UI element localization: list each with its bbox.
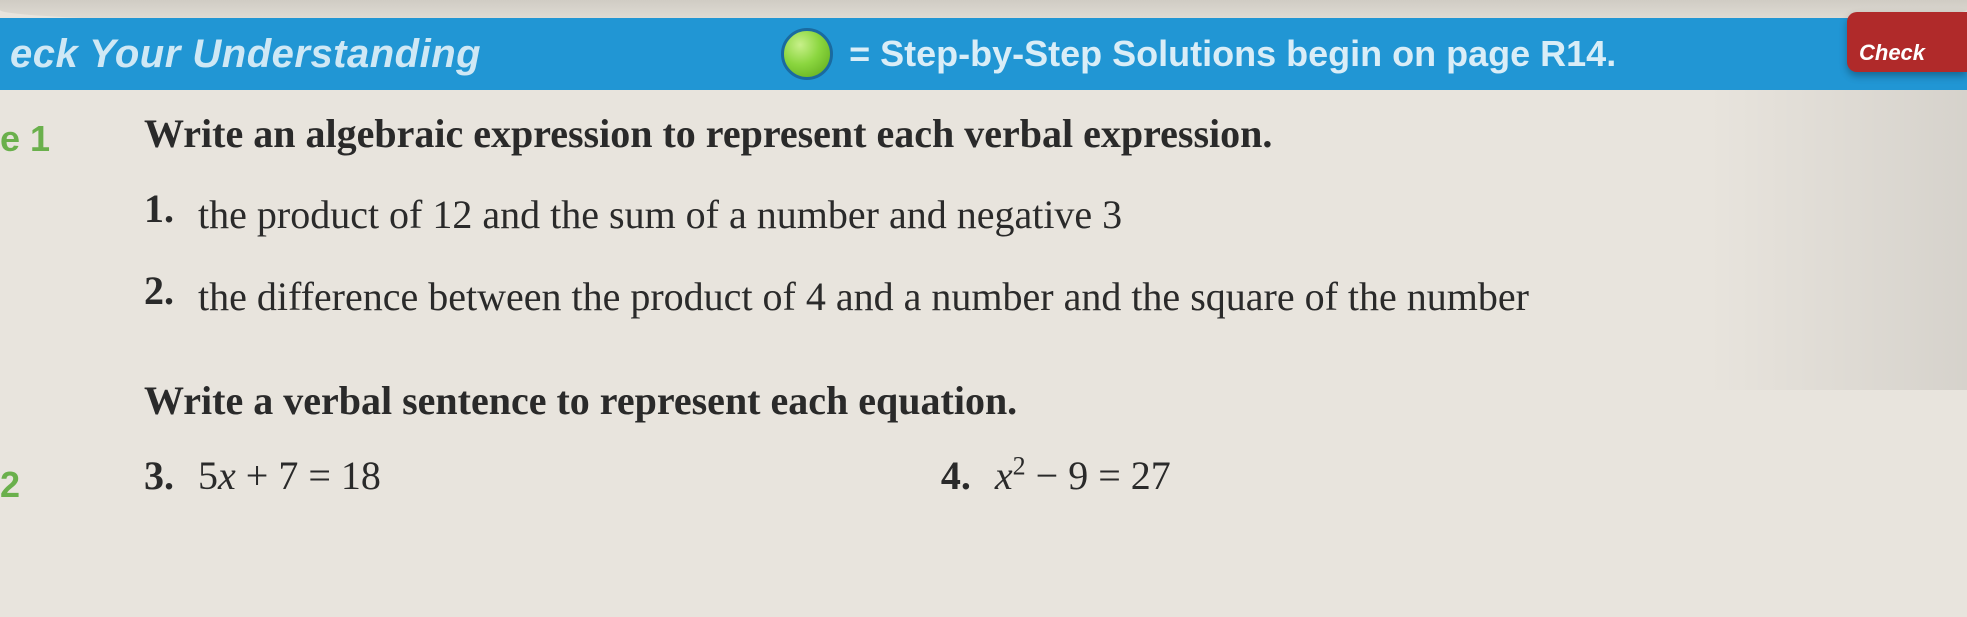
- problem-1-text: the product of 12 and the sum of a numbe…: [198, 185, 1122, 245]
- p3-var: x: [218, 453, 236, 498]
- p3-op: + 7: [236, 453, 299, 498]
- problem-3-number: 3.: [144, 452, 198, 499]
- problem-1-number: 1.: [144, 185, 198, 232]
- solutions-prefix: =: [849, 33, 880, 74]
- problem-4-equation: x2 − 9 = 27: [995, 452, 1171, 499]
- problem-2: 2. the difference between the product of…: [144, 267, 1967, 327]
- problem-1: 1. the product of 12 and the sum of a nu…: [144, 185, 1967, 245]
- example-2-instruction: Write a verbal sentence to represent eac…: [144, 377, 1967, 424]
- p4-rhs: 27: [1131, 453, 1171, 498]
- side-tab-text: Check: [1859, 40, 1925, 66]
- p4-eq: =: [1088, 453, 1131, 498]
- side-tab: Check: [1847, 12, 1967, 72]
- example-1-section: Write an algebraic expression to represe…: [144, 110, 1967, 327]
- header-bar: eck Your Understanding = Step-by-Step So…: [0, 18, 1967, 90]
- problems-row: 3. 5x + 7 = 18 4. x2 − 9 = 27: [144, 452, 1967, 521]
- solutions-body: Step-by-Step Solutions begin on page R14…: [880, 33, 1616, 74]
- example-2-section: Write a verbal sentence to represent eac…: [144, 377, 1967, 521]
- solutions-indicator: = Step-by-Step Solutions begin on page R…: [781, 28, 1616, 80]
- problem-4: 4. x2 − 9 = 27: [941, 452, 1171, 499]
- p4-exp: 2: [1013, 452, 1026, 481]
- example-1-instruction: Write an algebraic expression to represe…: [144, 110, 1967, 157]
- example-1-label: e 1: [0, 118, 50, 160]
- green-dot-icon: [781, 28, 833, 80]
- content-area: e 1 Write an algebraic expression to rep…: [0, 110, 1967, 571]
- problem-3-equation: 5x + 7 = 18: [198, 452, 381, 499]
- problem-4-number: 4.: [941, 452, 995, 499]
- problem-2-text: the difference between the product of 4 …: [198, 267, 1529, 327]
- p3-rhs: 18: [341, 453, 381, 498]
- problem-3: 3. 5x + 7 = 18: [144, 452, 381, 499]
- p4-op: − 9: [1026, 453, 1089, 498]
- problem-2-number: 2.: [144, 267, 198, 314]
- header-title: eck Your Understanding: [0, 32, 481, 77]
- p4-var: x: [995, 453, 1013, 498]
- solutions-text: = Step-by-Step Solutions begin on page R…: [849, 33, 1616, 75]
- p3-eq: =: [298, 453, 341, 498]
- example-2-label: 2: [0, 464, 20, 506]
- p3-coef: 5: [198, 453, 218, 498]
